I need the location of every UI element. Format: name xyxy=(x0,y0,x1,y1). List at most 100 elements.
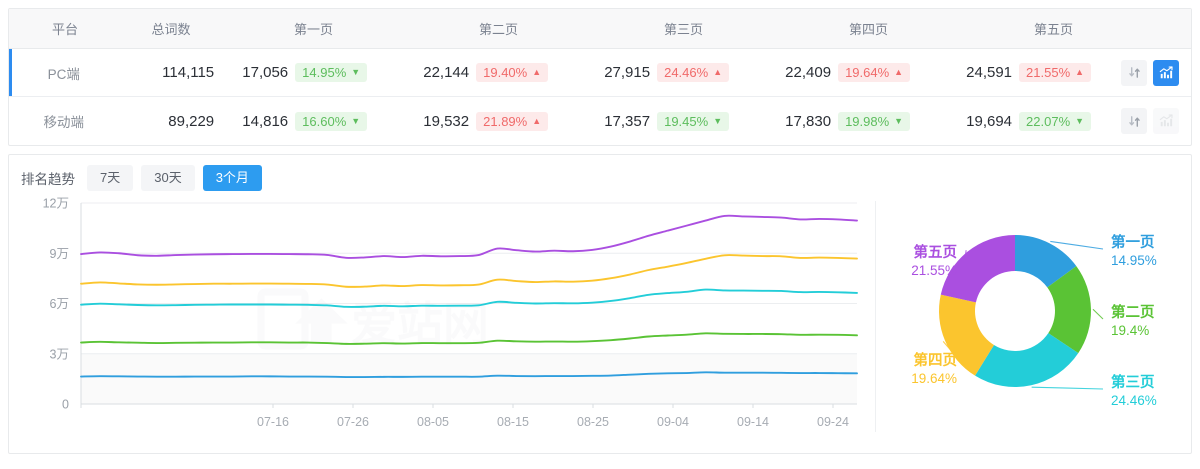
page-1-count: 17,056 xyxy=(242,64,289,81)
donut-slice-第四页 xyxy=(939,294,994,376)
trend-up-icon: ▲ xyxy=(532,67,542,77)
cell-page-4: 17,830 19.98% ▼ xyxy=(759,111,940,131)
page-5-count: 19,694 xyxy=(966,112,1013,130)
column-header-page-4: 第四页 xyxy=(848,22,888,37)
percent-value: 16.60% xyxy=(302,113,347,129)
svg-text:21.55%: 21.55% xyxy=(911,263,957,278)
svg-text:09-14: 09-14 xyxy=(737,415,769,429)
page-4-percent-badge: 19.64% ▲ xyxy=(838,63,911,82)
cell-page-2: 19,532 21.89% ▲ xyxy=(397,111,578,131)
trend-title: 排名趋势 xyxy=(21,172,75,187)
cell-page-5: 24,591 21.55% ▲ xyxy=(940,63,1121,82)
trend-up-icon: ▲ xyxy=(713,67,723,77)
tab-3-months[interactable]: 3个月 xyxy=(202,165,262,191)
row-actions xyxy=(1121,108,1191,134)
cell-page-4: 22,409 19.64% ▲ xyxy=(759,63,940,82)
page-2-count: 19,532 xyxy=(423,112,470,130)
column-header-page-2: 第二页 xyxy=(478,22,518,37)
cell-page-3: 17,357 19.45% ▼ xyxy=(578,111,759,131)
svg-text:19.4%: 19.4% xyxy=(1111,323,1149,338)
row-selected-accent xyxy=(9,49,12,96)
trend-down-icon: ▼ xyxy=(713,115,723,126)
svg-text:19.64%: 19.64% xyxy=(911,371,957,386)
svg-text:第五页: 第五页 xyxy=(914,243,958,261)
page-4-count: 22,409 xyxy=(785,64,832,81)
cell-page-1: 14,816 16.60% ▼ xyxy=(216,111,397,131)
line-series-第一页 xyxy=(80,371,858,379)
tab-7-days[interactable]: 7天 xyxy=(87,165,134,191)
page-3-count: 27,915 xyxy=(604,64,651,81)
chart-icon[interactable] xyxy=(1153,59,1179,86)
line-series-第三页 xyxy=(80,288,858,308)
donut-slice-第二页 xyxy=(1047,266,1091,354)
svg-text:第一页: 第一页 xyxy=(1111,233,1155,251)
rank-trend-card: 排名趋势 7天 30天 3个月 0 3万 6万 9万 12万 爱站网 07-16 07-26 0… xyxy=(8,154,1192,454)
table-body: PC端 114,115 17,056 14.95% ▼ 22,144 19.40% ▲ 27,9… xyxy=(9,49,1191,145)
sort-icon[interactable] xyxy=(1121,59,1147,86)
cell-total-keywords: 89,229 xyxy=(168,112,215,130)
percent-value: 21.89% xyxy=(483,113,528,129)
chart-divider xyxy=(875,201,876,432)
donut-chart-svg: 第一页 14.95% 第二页 19.4% 第三页 24.46% 第四页 19.64% 第五页 21… xyxy=(911,233,1157,408)
cell-platform: PC端 xyxy=(47,66,80,82)
table-row[interactable]: PC端 114,115 17,056 14.95% ▼ 22,144 19.40% ▲ 27,9… xyxy=(9,49,1191,97)
cell-platform: 移动端 xyxy=(43,115,84,130)
column-header-page-3: 第三页 xyxy=(663,22,703,37)
percent-value: 22.07% xyxy=(1026,113,1071,129)
line-series-第四页 xyxy=(80,254,858,288)
page-3-count: 17,357 xyxy=(604,112,651,130)
svg-text:24.46%: 24.46% xyxy=(1111,393,1157,408)
watermark: 爱站网 xyxy=(257,288,489,350)
line-series-第五页 xyxy=(80,214,858,259)
trend-down-icon: ▼ xyxy=(1075,115,1085,126)
trend-down-icon: ▼ xyxy=(351,67,361,77)
cell-page-1: 17,056 14.95% ▼ xyxy=(216,63,397,82)
table-header-row: 平台 总词数 第一页 第二页 第三页 第四页 第五页 xyxy=(9,9,1191,49)
svg-text:08-25: 08-25 xyxy=(577,415,609,429)
rank-trend-line-chart[interactable]: 0 3万 6万 9万 12万 爱站网 07-16 07-26 08-05 08-15 08-25 09… xyxy=(9,189,875,444)
donut-slice-第五页 xyxy=(940,234,1015,303)
page-5-percent-badge: 21.55% ▲ xyxy=(1019,63,1092,82)
trend-up-icon: ▲ xyxy=(1075,67,1085,77)
column-header-page-5: 第五页 xyxy=(1033,22,1073,37)
svg-text:3万: 3万 xyxy=(50,347,69,361)
column-header-platform: 平台 xyxy=(51,22,78,37)
cell-page-3: 27,915 24.46% ▲ xyxy=(578,63,759,82)
cell-page-5: 19,694 22.07% ▼ xyxy=(940,111,1121,131)
page-1-percent-badge: 14.95% ▼ xyxy=(295,63,368,82)
percent-value: 19.98% xyxy=(845,113,890,129)
svg-text:07-26: 07-26 xyxy=(337,415,369,429)
trend-up-icon: ▲ xyxy=(894,67,904,77)
svg-text:08-05: 08-05 xyxy=(417,415,449,429)
page-5-percent-badge: 22.07% ▼ xyxy=(1019,111,1092,131)
svg-text:08-15: 08-15 xyxy=(497,415,529,429)
percent-value: 24.46% xyxy=(664,65,709,80)
table-row[interactable]: 移动端 89,229 14,816 16.60% ▼ 19,532 21.89% ▲ 17,35… xyxy=(9,97,1191,145)
page-2-count: 22,144 xyxy=(423,64,470,81)
percent-value: 19.64% xyxy=(845,65,890,80)
chart-icon[interactable] xyxy=(1153,108,1179,134)
svg-text:第二页: 第二页 xyxy=(1111,303,1155,321)
svg-text:第三页: 第三页 xyxy=(1111,373,1155,391)
line-series-第二页 xyxy=(80,332,858,345)
platform-keyword-table: 平台 总词数 第一页 第二页 第三页 第四页 第五页 PC端 114,115 17,… xyxy=(8,8,1192,146)
trend-toolbar: 排名趋势 7天 30天 3个月 xyxy=(9,155,1191,191)
page-3-percent-badge: 24.46% ▲ xyxy=(657,63,730,82)
svg-text:09-04: 09-04 xyxy=(657,415,689,429)
row-actions xyxy=(1121,59,1191,86)
svg-text:6万: 6万 xyxy=(50,297,69,311)
percent-value: 21.55% xyxy=(1026,65,1071,80)
page-distribution-donut-chart[interactable]: 第一页 14.95% 第二页 19.4% 第三页 24.46% 第四页 19.64% 第五页 21… xyxy=(875,189,1193,444)
svg-text:09-24: 09-24 xyxy=(817,415,849,429)
donut-slice-第一页 xyxy=(1015,235,1077,288)
trend-down-icon: ▼ xyxy=(351,115,361,126)
page-1-percent-badge: 16.60% ▼ xyxy=(295,111,368,131)
sort-icon[interactable] xyxy=(1121,108,1147,134)
page-1-count: 14,816 xyxy=(242,112,289,130)
page-3-percent-badge: 19.45% ▼ xyxy=(657,111,730,131)
column-header-total: 总词数 xyxy=(151,22,191,37)
percent-value: 14.95% xyxy=(302,65,347,80)
tab-30-days[interactable]: 30天 xyxy=(141,165,195,191)
